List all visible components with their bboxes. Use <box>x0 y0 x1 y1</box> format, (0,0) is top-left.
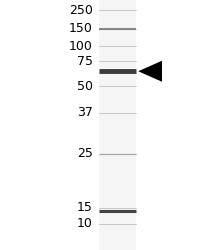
Text: 75: 75 <box>77 55 93 68</box>
Text: 100: 100 <box>69 40 93 53</box>
Polygon shape <box>138 61 162 82</box>
Text: 10: 10 <box>77 217 93 230</box>
Text: 150: 150 <box>69 22 93 35</box>
Text: 37: 37 <box>77 106 93 119</box>
Text: 25: 25 <box>77 147 93 160</box>
Bar <box>99 0 136 250</box>
Text: 250: 250 <box>69 4 93 16</box>
Text: 50: 50 <box>77 80 93 93</box>
Text: 15: 15 <box>77 201 93 214</box>
